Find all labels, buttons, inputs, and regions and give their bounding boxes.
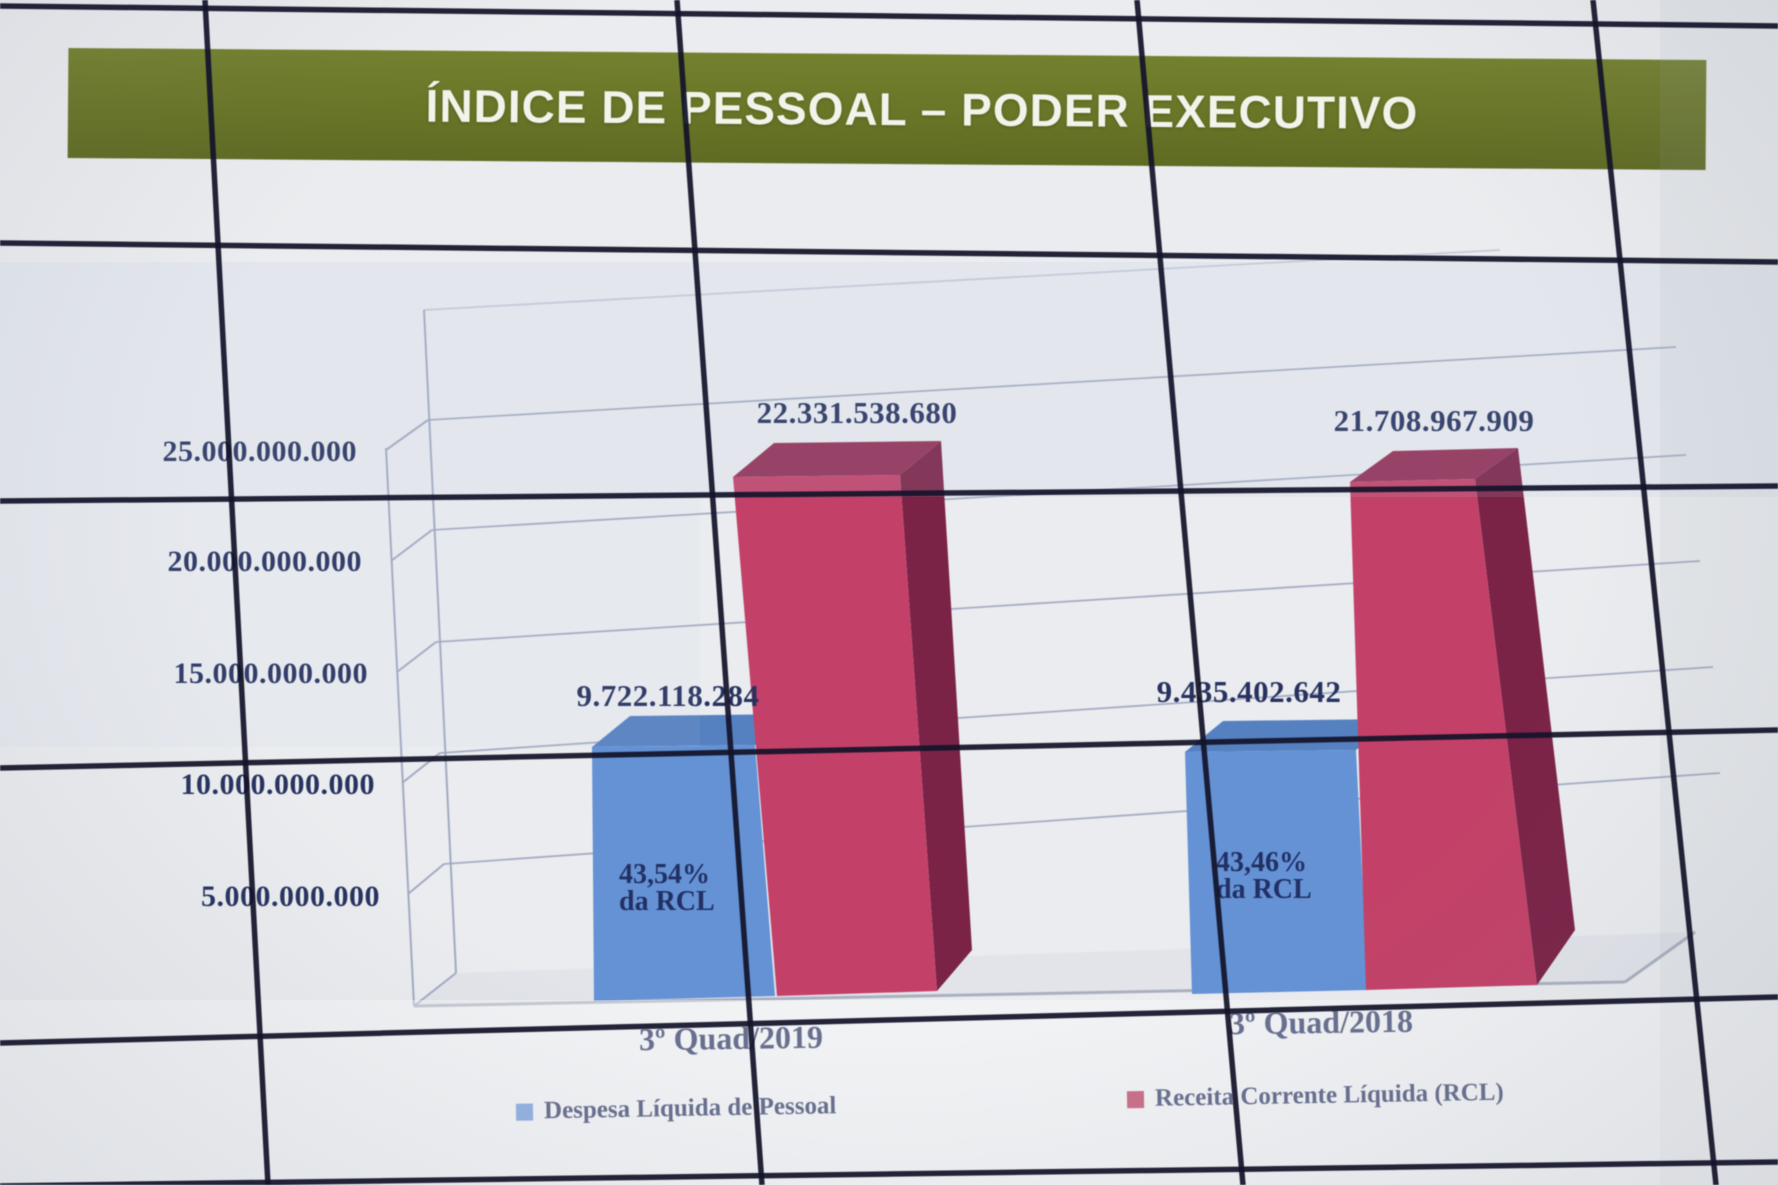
bezel-v4 xyxy=(1590,0,1719,1185)
bar-receita-2019-side xyxy=(900,441,972,991)
y-tick-10bn: 10.000.000.000 xyxy=(180,768,375,801)
y-tick-5bn: 5.000.000.000 xyxy=(201,880,380,913)
bezel-v3 xyxy=(1134,0,1246,1185)
bar-receita-2019-top xyxy=(733,441,941,477)
y-axis-line xyxy=(385,447,415,1007)
value-receita-2019: 22.331.538.680 xyxy=(756,395,958,430)
bezel-h1 xyxy=(0,3,1778,29)
tick-20bn xyxy=(390,529,433,562)
bezel-h6 xyxy=(0,1159,1778,1185)
tick-15bn xyxy=(396,641,437,673)
gridline-25bn xyxy=(427,346,1677,421)
gridline-top xyxy=(423,249,1501,311)
bezel-h3 xyxy=(0,483,1778,504)
bezel-h5 xyxy=(0,994,1778,1046)
bezel-h2 xyxy=(0,240,1778,265)
y-tick-25bn: 25.000.000.000 xyxy=(162,435,357,468)
bezel-h4 xyxy=(0,727,1778,771)
tick-5bn xyxy=(407,863,445,895)
value-despesa-2018: 9.435.402.642 xyxy=(1156,674,1342,709)
bar-receita-2018-top xyxy=(1350,448,1518,482)
y-tick-15bn: 15.000.000.000 xyxy=(173,657,368,690)
bezel-v1 xyxy=(202,0,271,1185)
bar-despesa-2019-front xyxy=(592,745,775,1001)
bar-despesa-2019-top xyxy=(592,714,793,747)
bezel-v2 xyxy=(674,0,765,1185)
baseline-right xyxy=(1624,930,1696,984)
value-receita-2018: 21.708.967.909 xyxy=(1333,403,1535,438)
y-tick-20bn: 20.000.000.000 xyxy=(167,545,362,578)
bar-despesa-2018-front xyxy=(1185,750,1368,994)
tick-0 xyxy=(413,972,457,1007)
bar-receita-2019-front xyxy=(733,475,937,996)
back-wall-edge xyxy=(423,309,457,974)
tick-25bn xyxy=(385,419,429,451)
pct-note-2019: 43,54% da RCL xyxy=(619,859,715,917)
bar-receita-2018-side xyxy=(1475,448,1575,985)
pct-note-2018: 43,46% da RCL xyxy=(1216,847,1312,905)
bar-group-2019 xyxy=(592,441,972,1001)
